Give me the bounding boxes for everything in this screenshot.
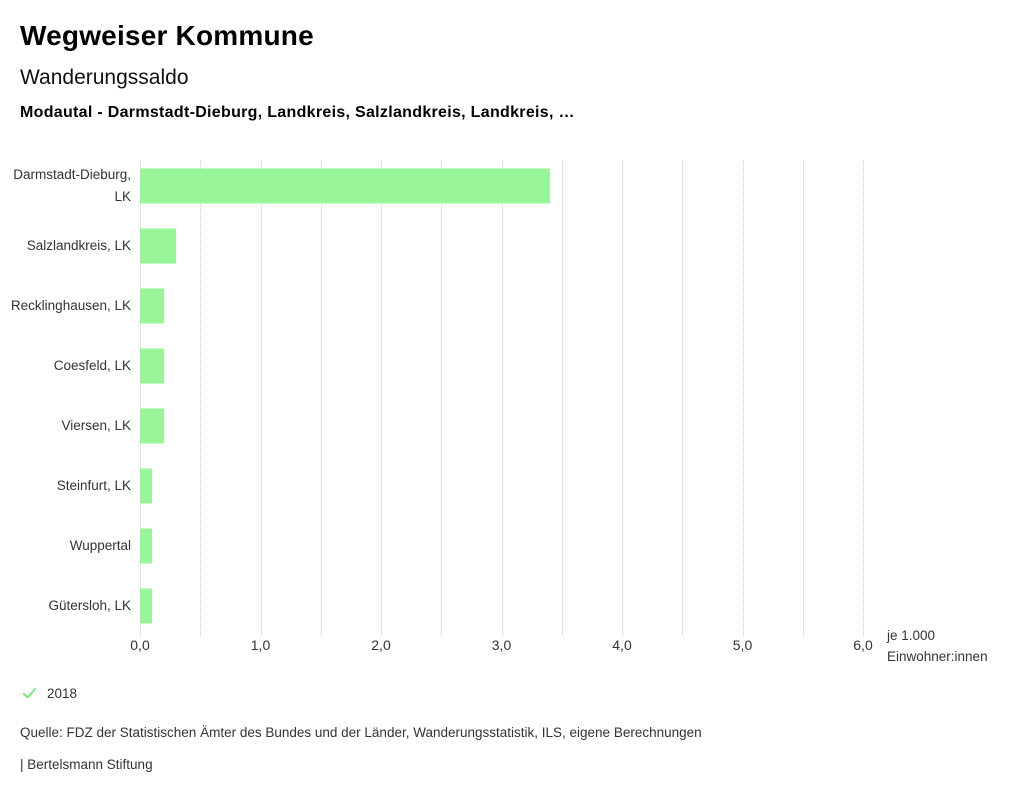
gridline <box>140 160 141 635</box>
gridline <box>381 160 382 635</box>
x-tick-label: 2,0 <box>371 637 391 653</box>
bar-track <box>140 396 870 456</box>
gridline <box>441 160 443 635</box>
chart-subtitle: Modautal - Darmstadt-Dieburg, Landkreis,… <box>20 104 575 121</box>
bar[interactable] <box>140 288 165 324</box>
gridline <box>622 160 623 635</box>
bar-track <box>140 456 870 516</box>
bar[interactable] <box>140 588 153 624</box>
bar-rows: Darmstadt-Dieburg, LK Salzlandkreis, LK Re… <box>0 156 870 636</box>
gridline <box>802 160 804 635</box>
bar[interactable] <box>140 228 177 264</box>
gridline <box>742 160 744 635</box>
bar-track <box>140 576 870 636</box>
chart-row: Darmstadt-Dieburg, LK <box>0 156 870 216</box>
category-label: Darmstadt-Dieburg, LK <box>13 167 131 204</box>
gridline <box>682 160 684 635</box>
chart-row: Viersen, LK <box>0 396 870 456</box>
check-icon <box>22 686 37 701</box>
bar[interactable] <box>140 348 165 384</box>
x-axis-unit-line1: je 1.000 <box>887 628 936 643</box>
x-tick-label: 6,0 <box>853 637 873 653</box>
x-tick-label: 5,0 <box>732 637 753 653</box>
attribution-text: | Bertelsmann Stiftung <box>20 757 153 772</box>
bar[interactable] <box>140 408 165 444</box>
x-tick-label: 4,0 <box>612 637 632 653</box>
bar-track <box>140 336 870 396</box>
gridline <box>200 160 202 635</box>
chart-row: Recklinghausen, LK <box>0 276 870 336</box>
x-axis-unit-label: je 1.000 Einwohner:innen <box>887 625 988 667</box>
category-label: Gütersloh, LK <box>48 598 131 614</box>
category-label: Coesfeld, LK <box>53 358 131 374</box>
legend-item-2018[interactable]: 2018 <box>22 686 77 701</box>
bar-track <box>140 276 870 336</box>
chart-row: Gütersloh, LK <box>0 576 870 636</box>
legend-year-label: 2018 <box>47 686 78 701</box>
source-text: Quelle: FDZ der Statistischen Ämter des … <box>20 725 702 740</box>
x-tick-label: 0,0 <box>130 637 150 653</box>
gridline <box>501 160 503 635</box>
plot-area <box>140 160 870 635</box>
bar[interactable] <box>140 528 153 564</box>
category-label: Salzlandkreis, LK <box>26 238 131 254</box>
x-axis-unit-line2: Einwohner:innen <box>887 649 988 664</box>
x-tick-label: 3,0 <box>491 637 512 653</box>
gridline <box>561 160 563 635</box>
chart-row: Steinfurt, LK <box>0 456 870 516</box>
gridline <box>320 160 322 635</box>
chart-row: Salzlandkreis, LK <box>0 216 870 276</box>
page-title: Wegweiser Kommune <box>20 20 314 51</box>
chart-row: Coesfeld, LK <box>0 336 870 396</box>
x-tick-label: 1,0 <box>250 637 271 653</box>
gridline <box>863 160 864 635</box>
bar[interactable] <box>140 468 153 504</box>
chart-row: Wuppertal <box>0 516 870 576</box>
bar-track <box>140 516 870 576</box>
bar[interactable] <box>140 168 550 204</box>
gridline <box>260 160 262 635</box>
chart-title: Wanderungssaldo <box>20 66 189 89</box>
category-label: Viersen, LK <box>61 418 131 434</box>
category-label: Steinfurt, LK <box>56 478 131 494</box>
category-label: Wuppertal <box>69 538 131 554</box>
bar-track <box>140 156 870 216</box>
category-label: Recklinghausen, LK <box>10 298 131 314</box>
bar-track <box>140 216 870 276</box>
